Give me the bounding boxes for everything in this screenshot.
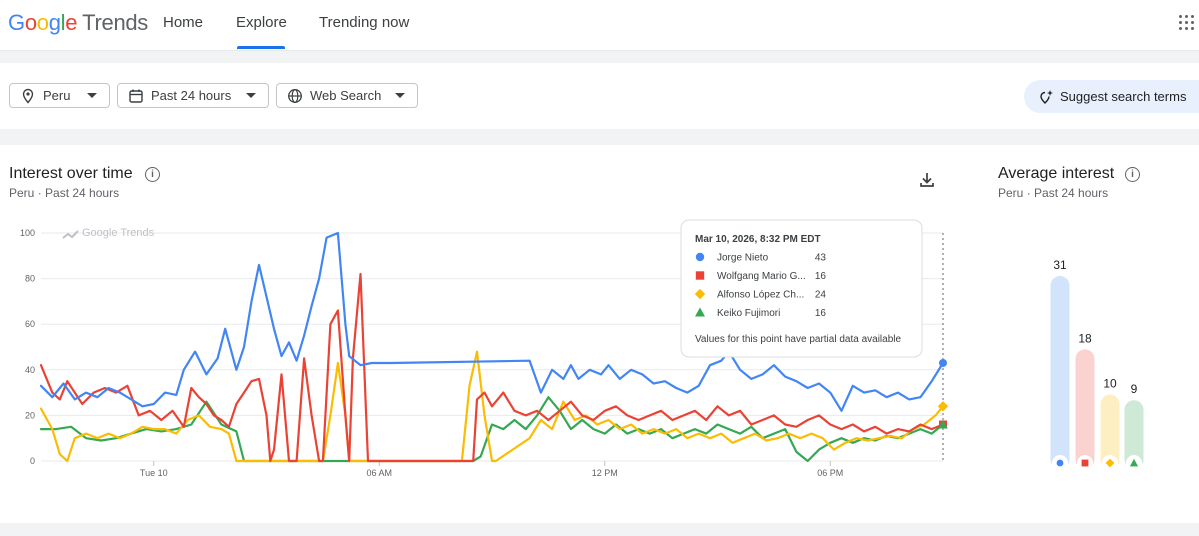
tooltip-note: Values for this point have partial data … (695, 334, 901, 345)
avg-bar-value: 9 (1131, 382, 1138, 396)
tooltip-series-value: 43 (815, 253, 827, 264)
x-tick-label: Tue 10 (140, 468, 168, 478)
y-tick-label: 60 (25, 319, 35, 329)
download-icon[interactable] (918, 171, 936, 189)
y-tick-label: 0 (30, 456, 35, 466)
tooltip-series-value: 16 (815, 271, 827, 282)
calendar-icon (129, 89, 143, 103)
location-pin-icon (22, 88, 34, 104)
bottom-strip (0, 523, 1199, 536)
nav-home[interactable]: Home (163, 14, 204, 31)
tooltip-box (680, 219, 923, 358)
apps-grid-icon[interactable] (1179, 15, 1194, 30)
interest-subtitle: Peru · Past 24 hours (9, 186, 120, 200)
search-type-label: Web Search (310, 88, 382, 103)
interest-over-time-title: Interest over time (9, 165, 133, 182)
tooltip-date: Mar 10, 2026, 8:32 PM EDT (695, 234, 821, 245)
x-tick-label: 06 PM (817, 468, 843, 478)
search-type-select[interactable]: Web Search (276, 83, 418, 108)
location-select[interactable]: Peru (9, 83, 110, 108)
tooltip-marker (694, 288, 706, 300)
logo-google: Google (8, 10, 78, 35)
series-line-3 (39, 350, 945, 463)
avg-bar-marker (1081, 459, 1089, 467)
chart-tooltip: Mar 10, 2026, 8:32 PM EDT Jorge Nieto 43 Wo… (680, 219, 923, 358)
y-tick-label: 80 (25, 274, 35, 284)
avg-bar-marker (1105, 458, 1115, 468)
avg-bar (1050, 276, 1070, 469)
avg-bar-marker (1129, 458, 1139, 467)
suggest-label: Suggest search terms (1060, 89, 1187, 104)
series-end-marker (938, 419, 948, 429)
tooltip-marker (695, 271, 705, 280)
y-tick-label: 40 (25, 365, 35, 375)
tooltip-marker (695, 307, 705, 317)
chevron-down-icon (87, 93, 97, 98)
top-bar: Google Trends Home Explore Trending now (0, 0, 1199, 51)
filter-bar: Peru Past 24 hours Web Search Suggest se… (0, 63, 1199, 129)
time-range-label: Past 24 hours (151, 88, 232, 103)
avg-bar-marker (1056, 459, 1064, 467)
nav-explore[interactable]: Explore (236, 14, 287, 31)
average-interest-title: Average interest (998, 165, 1115, 182)
series-line-1 (39, 231, 945, 412)
avg-bar-value: 18 (1078, 331, 1092, 345)
tooltip-series-value: 16 (815, 308, 827, 319)
avg-bar-value: 10 (1103, 377, 1117, 391)
suggest-search-terms-button[interactable]: Suggest search terms (1024, 80, 1199, 113)
x-tick-label: 12 PM (592, 468, 618, 478)
y-tick-label: 20 (25, 410, 35, 420)
info-icon[interactable]: i (145, 167, 160, 182)
tooltip-series-value: 24 (815, 290, 827, 301)
chart-watermark: Google Trends (82, 227, 155, 239)
average-subtitle: Peru · Past 24 hours (998, 186, 1109, 200)
tooltip-marker (695, 252, 705, 262)
logo-trends: Trends (82, 10, 149, 35)
google-trends-logo[interactable]: Google Trends (8, 10, 148, 36)
tooltip-series-name: Alfonso López Ch... (717, 290, 804, 301)
tooltip-series-name: Wolfgang Mario G... (717, 271, 806, 282)
tooltip-series-name: Jorge Nieto (717, 253, 769, 264)
nav-active-indicator (237, 46, 285, 49)
x-tick-label: 06 AM (366, 468, 392, 478)
nav-trending-now[interactable]: Trending now (319, 14, 410, 31)
time-range-select[interactable]: Past 24 hours (117, 83, 269, 108)
avg-bar (1100, 394, 1120, 469)
results-panel: Interest over time i Peru · Past 24 hour… (0, 145, 1199, 523)
series-line-2 (39, 272, 945, 463)
globe-icon (288, 88, 302, 103)
y-tick-label: 100 (20, 228, 35, 238)
sparkle-pin-icon (1040, 89, 1053, 104)
avg-bar (1075, 349, 1095, 469)
interest-chart[interactable]: 0 20 40 60 80 100 Tue 10 06 AM 12 PM 06 PM Google … (0, 145, 1199, 523)
tooltip-series-name: Keiko Fujimori (717, 308, 780, 319)
chevron-down-icon (246, 93, 256, 98)
info-icon[interactable]: i (1125, 167, 1140, 182)
series-end-marker (939, 358, 947, 367)
avg-bar (1124, 400, 1144, 469)
series-end-marker (937, 401, 949, 412)
trends-watermark-icon (62, 230, 79, 239)
location-label: Peru (43, 88, 71, 103)
chevron-down-icon (395, 93, 405, 98)
avg-bar-value: 31 (1053, 258, 1067, 272)
